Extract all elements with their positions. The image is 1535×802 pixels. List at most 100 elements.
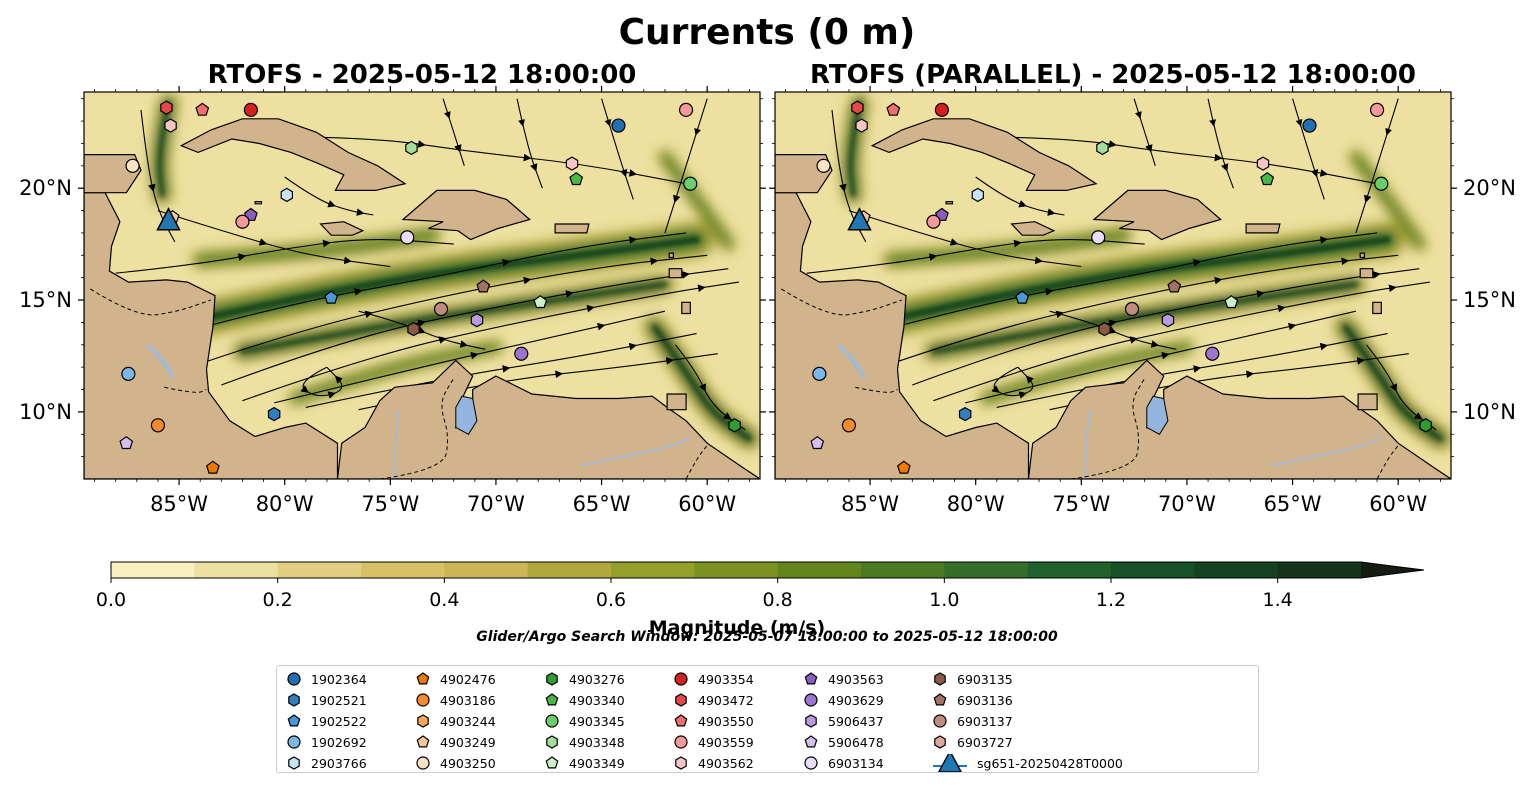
circle-marker <box>674 672 688 686</box>
legend-label: 1902521 <box>311 692 367 708</box>
lon-tick-label: 75°W <box>361 492 419 516</box>
circle-marker <box>545 714 559 728</box>
float-markers <box>810 100 1432 474</box>
triangle-marker-icon <box>933 754 967 772</box>
figure-title: Currents (0 m) <box>619 12 916 53</box>
legend-item-4902476: 4902476 <box>416 670 496 688</box>
legend-item-2903766: 2903766 <box>287 754 367 772</box>
triangle-marker <box>938 754 962 772</box>
land-jamaica <box>319 221 365 236</box>
float-markers <box>119 100 741 474</box>
colorbar-segment <box>861 562 945 578</box>
streamline <box>1133 98 1156 166</box>
float-marker-4903349 <box>1224 295 1239 309</box>
float-marker-4903345 <box>683 176 698 191</box>
legend-label: 4903559 <box>698 734 754 750</box>
legend-label: 4903472 <box>698 692 754 708</box>
float-marker-4903559 <box>235 214 250 229</box>
border <box>781 288 902 316</box>
colorbar-extend-arrow <box>1361 562 1424 578</box>
circle-marker-icon <box>287 672 301 686</box>
legend-label: 4903186 <box>440 692 496 708</box>
legend-label: 4903349 <box>569 755 625 771</box>
pentagon-marker <box>545 693 559 706</box>
float-marker-6903136 <box>1167 279 1182 293</box>
legend-label: 4903629 <box>828 692 884 708</box>
colorbar-segment <box>361 562 445 578</box>
colorbar-tick-label: 0.4 <box>429 589 459 611</box>
legend-item-4903250: 4903250 <box>416 754 496 772</box>
land-centralAmerica <box>775 192 1030 479</box>
lon-tick-label: 80°W <box>947 492 1005 516</box>
legend-label: 4903249 <box>440 734 496 750</box>
colorbar-segment <box>444 562 529 578</box>
circle-marker-icon <box>804 693 818 707</box>
legend-item-4903276: 4903276 <box>545 670 625 688</box>
land-martinique <box>1372 301 1382 315</box>
colorbar-tick-label: 0.8 <box>763 589 793 611</box>
legend-item-5906437: 5906437 <box>804 712 884 730</box>
pentagon-marker <box>804 735 818 748</box>
float-marker-4903559 <box>1369 102 1385 117</box>
lon-tick-label: 65°W <box>573 492 631 516</box>
float-marker-2903766 <box>971 187 985 203</box>
river <box>1271 435 1382 467</box>
border <box>164 386 207 393</box>
float-marker-6903137 <box>1124 301 1140 317</box>
streamline <box>601 98 634 200</box>
land-caymans <box>254 201 263 205</box>
legend-item-4903249: 4903249 <box>416 733 496 751</box>
float-marker-4903348 <box>405 140 418 156</box>
hexagon-marker <box>675 756 687 770</box>
border <box>1070 378 1146 479</box>
pentagon-marker <box>287 714 301 727</box>
hexagon-marker-icon <box>288 693 300 707</box>
legend-label: 6903136 <box>957 692 1013 708</box>
colorbar-segment <box>277 562 362 578</box>
colorbar-tick-label: 1.2 <box>1096 589 1126 611</box>
lake-nicaragua <box>837 343 866 380</box>
pentagon-marker <box>933 693 947 706</box>
hexagon-marker <box>934 672 946 686</box>
land-martinique <box>681 301 691 315</box>
lon-tick-label: 70°W <box>467 492 525 516</box>
map-frame <box>774 91 1452 480</box>
legend-item-1902364: 1902364 <box>287 670 367 688</box>
legend-item-4903550: 4903550 <box>674 712 754 730</box>
legend-item-4903629: 4903629 <box>804 691 884 709</box>
legend-label: 6903137 <box>957 713 1013 729</box>
colorbar-segment <box>694 562 779 578</box>
lake-nicaragua <box>146 343 175 380</box>
lake-maracaibo <box>1146 395 1169 435</box>
lon-tick-label: 80°W <box>256 492 314 516</box>
land-antilles <box>1359 252 1365 259</box>
circle-marker-icon <box>674 735 688 749</box>
legend-item-4903244: 4903244 <box>416 712 496 730</box>
float-marker-6903134 <box>400 230 415 245</box>
streamline <box>1355 98 1399 234</box>
circle-marker <box>416 693 430 707</box>
river <box>393 409 400 479</box>
border <box>90 288 211 316</box>
pentagon-marker-icon <box>287 714 301 727</box>
lon-tick-label: 60°W <box>678 492 736 516</box>
land-cuba <box>179 118 407 191</box>
streamline <box>991 366 1034 399</box>
circle-marker-icon <box>933 714 947 728</box>
land-puertoRico <box>1245 223 1281 234</box>
float-marker-4903250 <box>816 158 831 173</box>
legend-item-4903354: 4903354 <box>674 670 754 688</box>
hexagon-marker-icon <box>417 714 429 728</box>
circle-marker <box>933 714 947 728</box>
legend-label: 4903348 <box>569 734 625 750</box>
legend-label: 6903134 <box>828 755 884 771</box>
float-marker-4903629 <box>514 346 529 361</box>
lon-tick-label: 65°W <box>1264 492 1322 516</box>
float-marker-4903472 <box>851 100 864 115</box>
hexagon-marker <box>288 756 300 770</box>
hexagon-marker <box>417 714 429 728</box>
streamline <box>300 366 343 399</box>
legend-label: 4903550 <box>698 713 754 729</box>
float-marker-1902521 <box>958 406 972 422</box>
map-frame <box>83 91 761 480</box>
